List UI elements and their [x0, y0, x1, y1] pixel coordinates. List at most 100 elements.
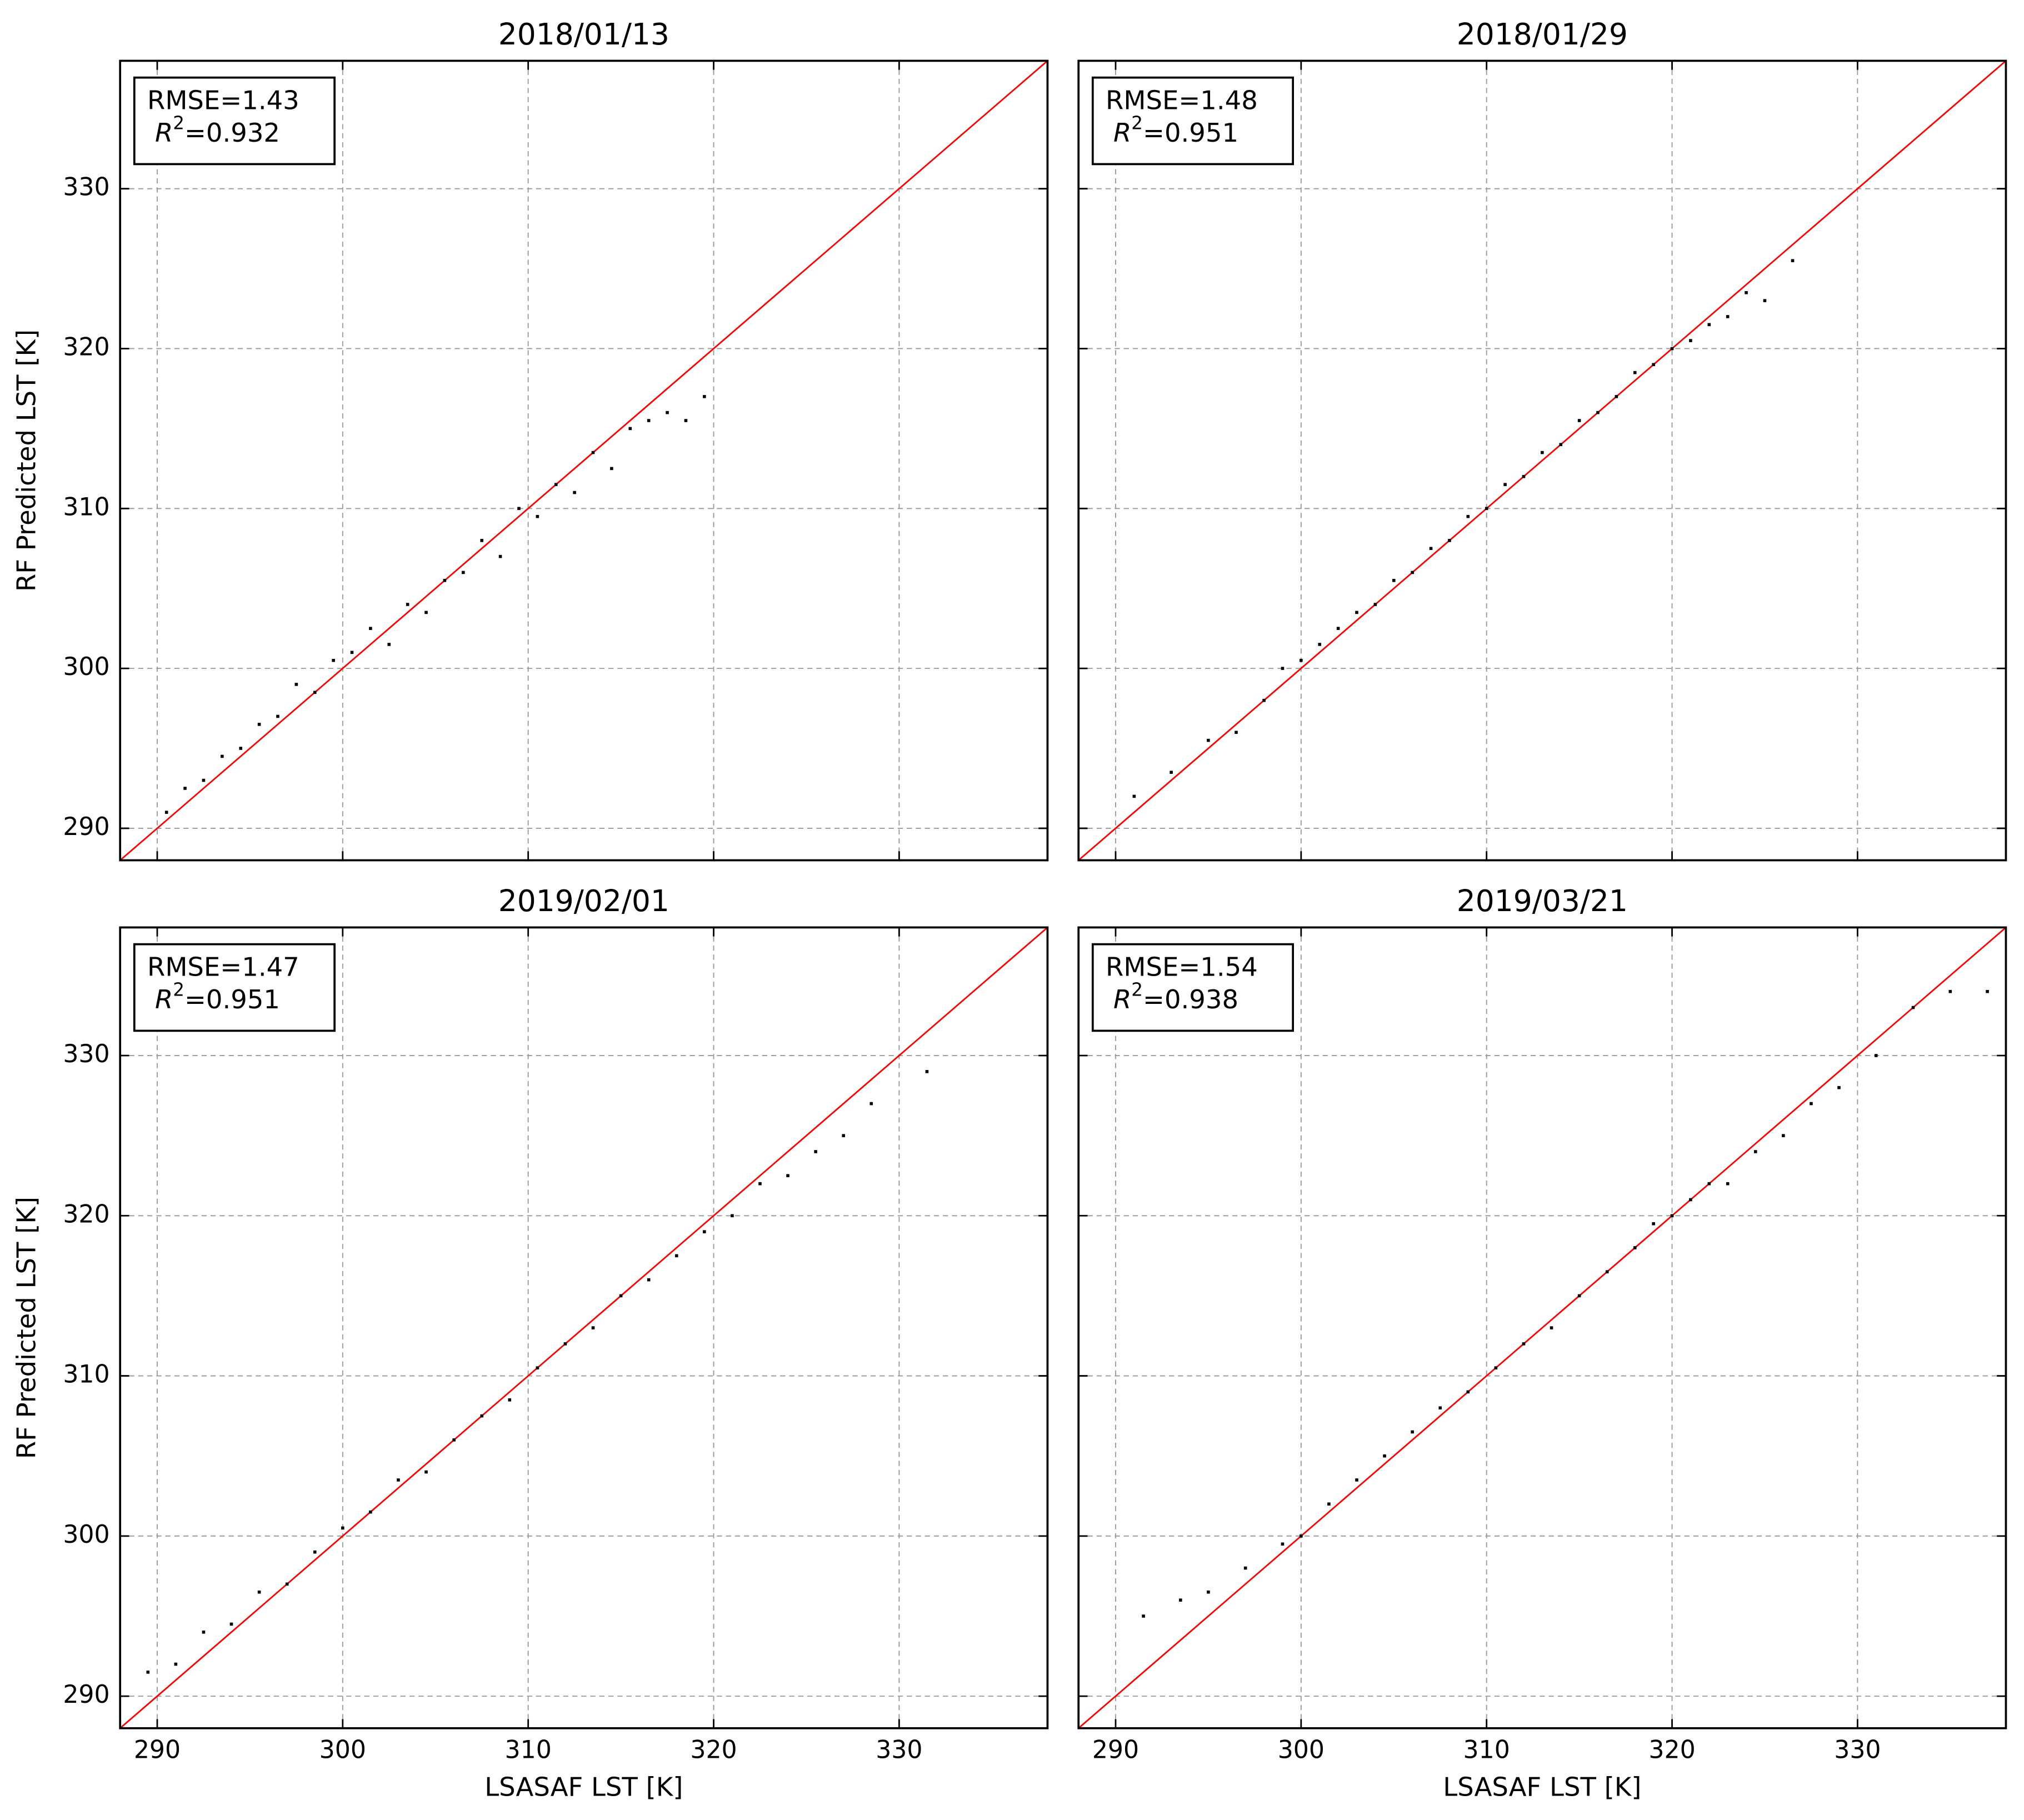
subplot-title: 2019/03/21 [1457, 883, 1628, 918]
point [369, 627, 372, 630]
reference-line [1078, 60, 2007, 861]
x-tick-label: 330 [876, 1736, 922, 1764]
annotation-rmse: RMSE=1.43 [147, 85, 299, 115]
r2-exponent: 2 [173, 112, 184, 133]
point [619, 1294, 623, 1298]
point [1522, 1342, 1526, 1346]
subplot-title: 2018/01/29 [1457, 17, 1628, 52]
point [1466, 514, 1470, 518]
point [1577, 419, 1581, 422]
annotation-r2: R2=0.951 [155, 979, 280, 1014]
point [517, 507, 521, 511]
point [1132, 794, 1136, 798]
point [1670, 1214, 1674, 1218]
point [332, 658, 335, 662]
y-tick-label: 320 [63, 333, 109, 361]
point [536, 514, 539, 518]
axes-frame [1077, 926, 2007, 1729]
point [285, 1582, 289, 1586]
r2-symbol: R [1113, 984, 1131, 1014]
x-tick-label: 310 [505, 1736, 552, 1764]
subplot-title: 2019/02/01 [498, 883, 669, 918]
point [1392, 579, 1396, 582]
point [1652, 363, 1655, 367]
axes-frame [119, 59, 1049, 862]
point [397, 1478, 400, 1482]
point [313, 691, 317, 694]
point [1207, 1590, 1210, 1594]
point [424, 1470, 428, 1474]
r2-symbol: R [1113, 117, 1131, 147]
x-tick-label: 310 [1463, 1736, 1510, 1764]
point [341, 1526, 344, 1530]
point [674, 1254, 678, 1258]
point [1179, 1598, 1182, 1602]
point [563, 1342, 567, 1346]
point [628, 427, 632, 431]
point [1355, 1478, 1358, 1482]
y-tick-label: 300 [63, 1521, 109, 1549]
point [647, 419, 651, 422]
annotation-box [1091, 76, 1295, 166]
x-axis-label: LSASAF LST [K] [484, 1772, 683, 1802]
point [257, 723, 261, 726]
point [1633, 1246, 1637, 1249]
point [1874, 1054, 1878, 1057]
point [1411, 571, 1414, 574]
subplot: 2019/02/01 290 300 310 320 330 290 300 310 320 330… [12, 883, 1049, 1802]
point [1170, 771, 1173, 774]
r2-value: =0.951 [184, 984, 280, 1014]
reference-line [119, 927, 1048, 1729]
point [1577, 1294, 1581, 1298]
axes-frame [119, 926, 1049, 1729]
point [146, 1671, 150, 1674]
point [1810, 1102, 1813, 1106]
point [1318, 643, 1322, 646]
point [183, 787, 187, 790]
annotation-box [1091, 943, 1295, 1032]
point [239, 747, 242, 750]
r2-value: =0.932 [184, 117, 280, 147]
point [1911, 1006, 1915, 1009]
point [1782, 1134, 1785, 1137]
r2-exponent: 2 [173, 979, 184, 1000]
annotation-rmse: RMSE=1.47 [147, 952, 299, 982]
point [1438, 1406, 1442, 1410]
point [1142, 1614, 1145, 1618]
point [1596, 411, 1600, 414]
point [925, 1070, 929, 1073]
subplot: 2019/03/21 290 300 310 320 330 RMSE=1.54R2=0.9… [1077, 883, 2007, 1802]
r2-value: =0.951 [1143, 117, 1238, 147]
annotation-r2: R2=0.938 [1113, 979, 1238, 1014]
point [424, 611, 428, 614]
point [1550, 1326, 1553, 1329]
subplot-title: 2018/01/13 [498, 17, 669, 52]
point [1707, 1182, 1711, 1186]
point [257, 1590, 261, 1594]
point [369, 1510, 372, 1514]
point [480, 1414, 483, 1418]
annotation-box [133, 943, 336, 1032]
point [1633, 371, 1637, 374]
point [1745, 291, 1748, 294]
point [480, 539, 483, 542]
point [406, 603, 409, 606]
r2-exponent: 2 [1131, 979, 1143, 1000]
point [1670, 347, 1674, 351]
point [1753, 1150, 1757, 1153]
x-tick-label: 300 [1278, 1736, 1325, 1764]
point [703, 1230, 706, 1233]
y-axis-label: RF Predicted LST [K] [12, 1197, 42, 1459]
point [387, 643, 391, 646]
point [703, 395, 706, 398]
axes-frame [1077, 59, 2007, 862]
point [786, 1174, 789, 1178]
point [443, 579, 447, 582]
point [462, 571, 465, 574]
point [1986, 989, 1989, 993]
point [731, 1214, 734, 1218]
point [1494, 1366, 1498, 1369]
point [164, 811, 168, 814]
r2-value: =0.938 [1143, 984, 1238, 1014]
